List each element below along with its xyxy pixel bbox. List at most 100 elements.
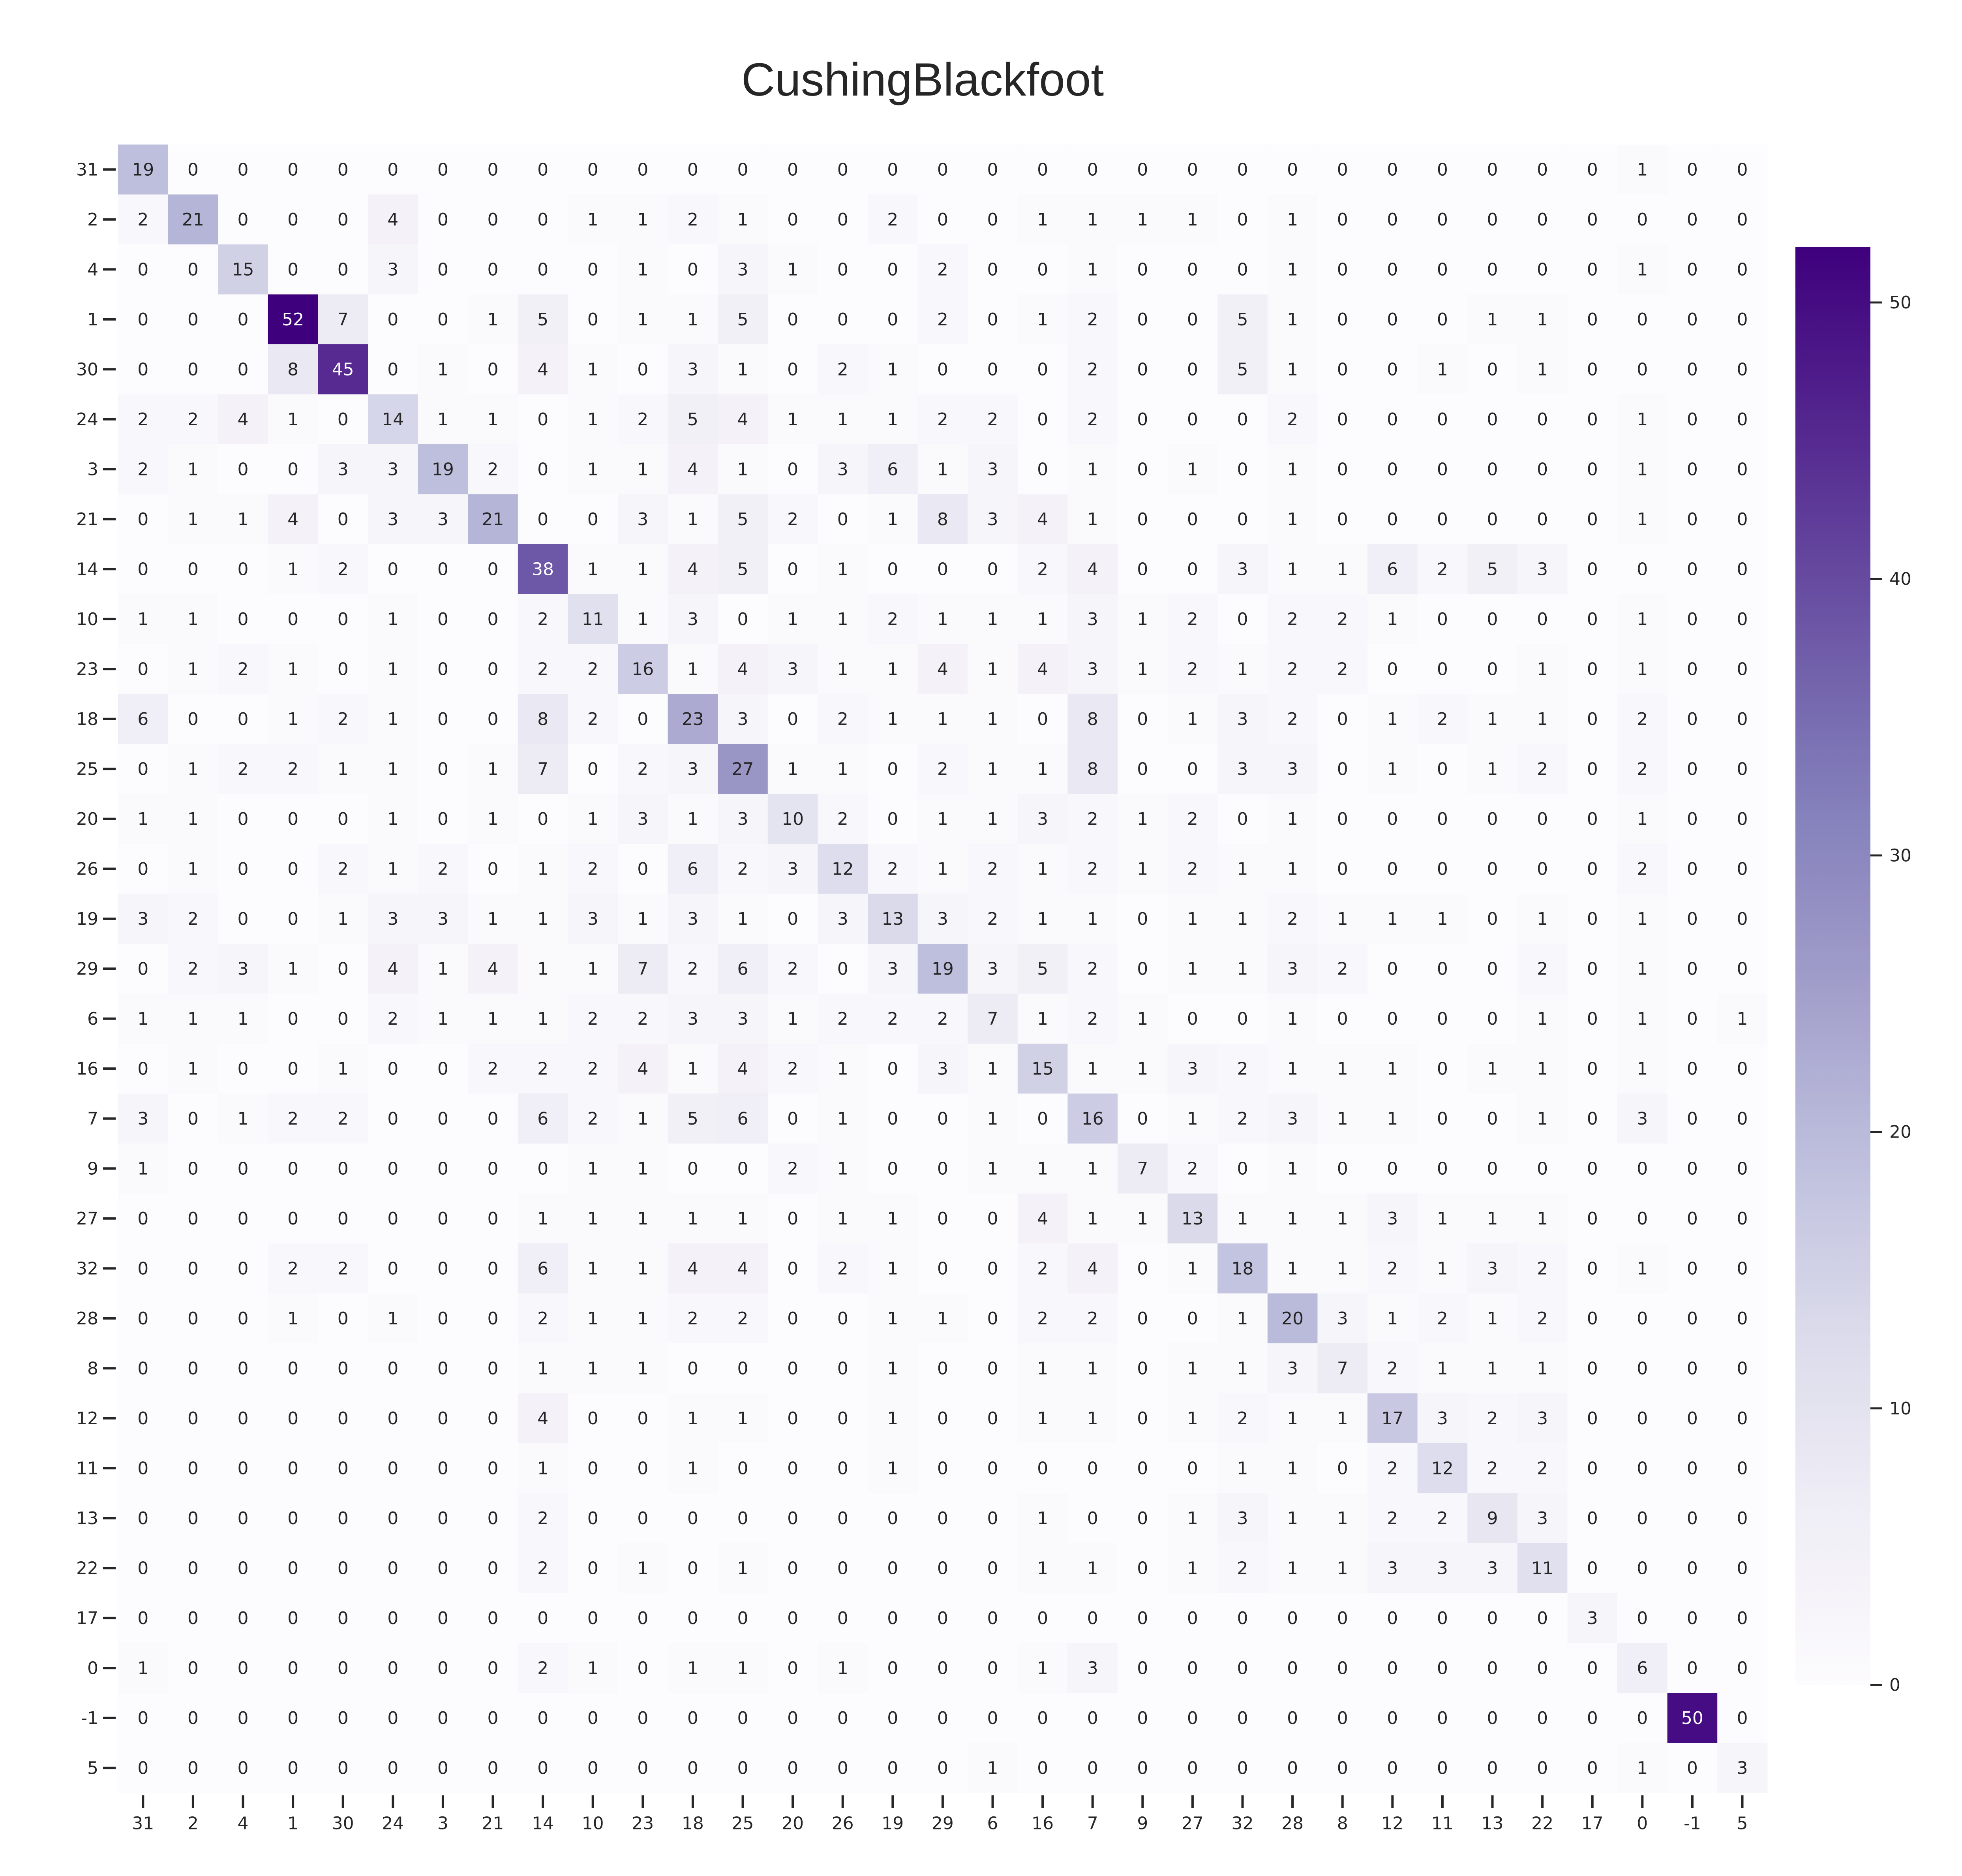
cell-value-label: 1	[238, 1009, 249, 1029]
x-tick-label: 28	[1281, 1814, 1304, 1834]
heatmap-cell	[1667, 544, 1718, 595]
heatmap-cell	[1167, 1493, 1218, 1544]
heatmap-cell	[668, 1343, 718, 1394]
cell-value-label: 0	[338, 809, 349, 829]
heatmap-cell	[1567, 993, 1618, 1044]
heatmap-cell	[418, 594, 468, 644]
heatmap-cell	[1367, 494, 1418, 545]
cell-value-label: 0	[437, 1258, 448, 1279]
cell-value-label: 0	[987, 1408, 998, 1429]
cell-value-label: 0	[1687, 1758, 1698, 1778]
cell-value-label: 0	[287, 1159, 298, 1179]
cell-value-label: 0	[387, 1758, 398, 1778]
cell-value-label: 1	[1337, 1059, 1348, 1079]
x-tick-label: 11	[1431, 1814, 1454, 1834]
heatmap-cell	[168, 1093, 218, 1144]
cell-value-label: 0	[1137, 909, 1148, 929]
heatmap-cell	[618, 1443, 668, 1494]
heatmap-cell	[518, 1493, 568, 1544]
cell-value-label: 0	[1087, 1758, 1098, 1778]
cell-value-label: 2	[987, 859, 998, 879]
heatmap-cell	[618, 794, 668, 844]
heatmap-cell	[1467, 944, 1518, 994]
heatmap-cell	[168, 344, 218, 395]
heatmap-cell	[318, 544, 368, 595]
cell-value-label: 0	[1487, 909, 1498, 929]
heatmap-cell	[1167, 145, 1218, 195]
cell-value-label: 1	[1287, 1258, 1298, 1279]
cell-value-label: 0	[1187, 409, 1198, 430]
heatmap-cell	[118, 1493, 169, 1544]
heatmap-cell	[368, 894, 418, 944]
heatmap-cell	[318, 944, 368, 994]
cell-value-label: 0	[637, 1658, 648, 1678]
cell-value-label: 0	[338, 659, 349, 679]
heatmap-cell	[368, 993, 418, 1044]
heatmap-cell	[1217, 794, 1268, 844]
heatmap-cell	[767, 694, 818, 744]
cell-value-label: 0	[687, 1758, 698, 1778]
cell-value-label: 1	[1137, 859, 1148, 879]
cell-value-label: 2	[1537, 959, 1548, 979]
heatmap-cell	[418, 1543, 468, 1594]
cell-value-label: 0	[937, 1358, 948, 1378]
cell-value-label: 0	[1487, 459, 1498, 479]
cell-value-label: 1	[1637, 1059, 1648, 1079]
cell-value-label: 0	[1637, 1408, 1648, 1429]
cell-value-label: 1	[1487, 709, 1498, 729]
cell-value-label: 0	[1437, 659, 1448, 679]
heatmap-cell	[368, 1343, 418, 1394]
heatmap-cell	[518, 1543, 568, 1594]
heatmap-cell	[468, 644, 518, 695]
cell-value-label: 0	[1187, 1658, 1198, 1678]
heatmap-cell	[318, 294, 368, 345]
heatmap-cell	[1267, 394, 1318, 445]
cell-value-label: 2	[387, 1009, 398, 1029]
heatmap-cell	[1217, 1193, 1268, 1244]
cell-value-label: 1	[338, 909, 349, 929]
cell-value-label: 4	[537, 1408, 548, 1429]
heatmap-cell	[368, 444, 418, 495]
cell-value-label: 0	[787, 1508, 798, 1529]
heatmap-cell	[118, 1643, 169, 1694]
cell-value-label: 2	[1087, 1309, 1098, 1329]
cell-value-label: 0	[987, 1608, 998, 1628]
cell-value-label: 4	[687, 1258, 698, 1279]
heatmap-cell	[568, 444, 618, 495]
heatmap-cell	[1667, 1243, 1718, 1294]
heatmap-cell	[118, 1293, 169, 1344]
cell-value-label: 38	[532, 559, 554, 579]
heatmap-cell	[568, 1193, 618, 1244]
heatmap-cell	[1167, 594, 1218, 644]
heatmap-cell	[917, 794, 968, 844]
heatmap-cell	[268, 294, 318, 345]
y-tick-label: 29	[76, 959, 98, 979]
heatmap-cell	[568, 1443, 618, 1494]
cell-value-label: 0	[238, 1258, 249, 1279]
cell-value-label: 0	[387, 1608, 398, 1628]
cell-value-label: 1	[687, 659, 698, 679]
cell-value-label: 3	[1187, 1059, 1198, 1079]
heatmap-cell	[1467, 1243, 1518, 1294]
heatmap-cell	[1567, 1643, 1618, 1694]
heatmap-cell	[1167, 1044, 1218, 1094]
heatmap-cell	[118, 1193, 169, 1244]
cell-value-label: 0	[1437, 1758, 1448, 1778]
heatmap-cell	[1317, 1044, 1368, 1094]
heatmap-cell	[818, 1393, 868, 1444]
heatmap-cell	[968, 1493, 1018, 1544]
heatmap-cell	[818, 145, 868, 195]
heatmap-cell	[1118, 145, 1168, 195]
heatmap-cell	[668, 694, 718, 744]
heatmap-cell	[168, 394, 218, 445]
heatmap-cell	[1417, 145, 1468, 195]
cell-value-label: 0	[1587, 509, 1598, 530]
cell-value-label: 1	[1237, 859, 1248, 879]
cell-value-label: 1	[387, 659, 398, 679]
cell-value-label: 0	[1137, 160, 1148, 180]
cell-value-label: 0	[1037, 1758, 1048, 1778]
cell-value-label: 0	[1587, 310, 1598, 330]
heatmap-cell	[668, 194, 718, 245]
heatmap-cell	[1167, 1443, 1218, 1494]
heatmap-cell	[418, 194, 468, 245]
